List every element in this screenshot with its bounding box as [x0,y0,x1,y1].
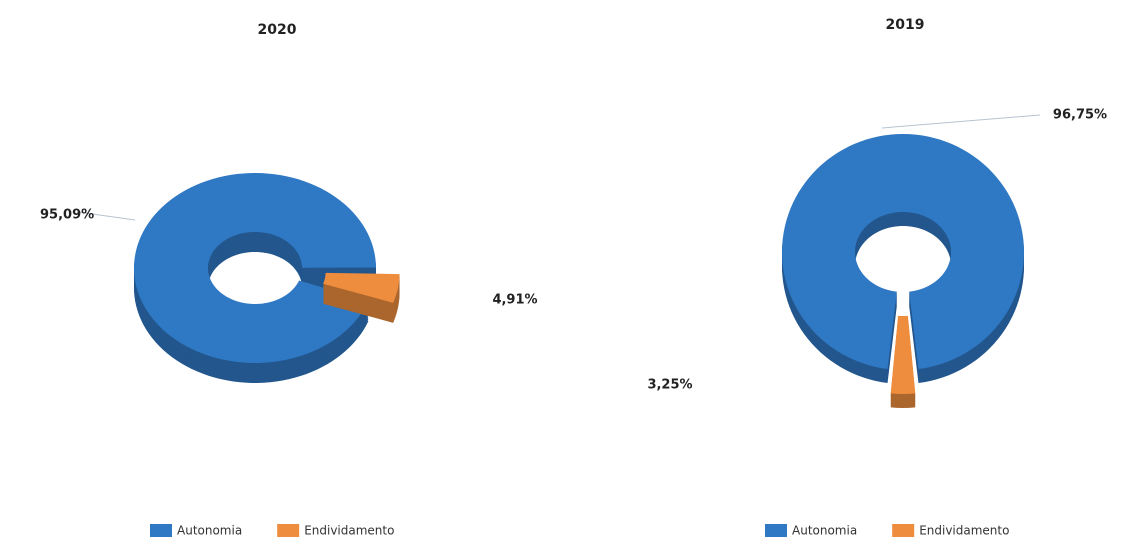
value-label: 3,25% [647,378,692,393]
slice [134,173,376,363]
legend-swatch [150,524,172,537]
legend-label: Endividamento [919,524,1009,537]
leader-line [881,114,1041,129]
value-label: 95,09% [40,208,94,223]
legend-label: Autonomia [177,524,242,537]
value-label: 4,91% [492,293,537,308]
legend-label: Endividamento [304,524,394,537]
leader-line [77,211,136,221]
chart-title: 2019 [886,17,925,33]
legend-swatch [277,524,300,537]
value-label: 96,75% [1053,108,1107,123]
chart-title: 2020 [258,22,297,38]
legend-swatch [765,524,787,537]
slice [890,315,916,394]
legend-swatch [892,524,915,537]
legend-label: Autonomia [792,524,857,537]
slice [782,134,1024,370]
slice [323,272,400,303]
